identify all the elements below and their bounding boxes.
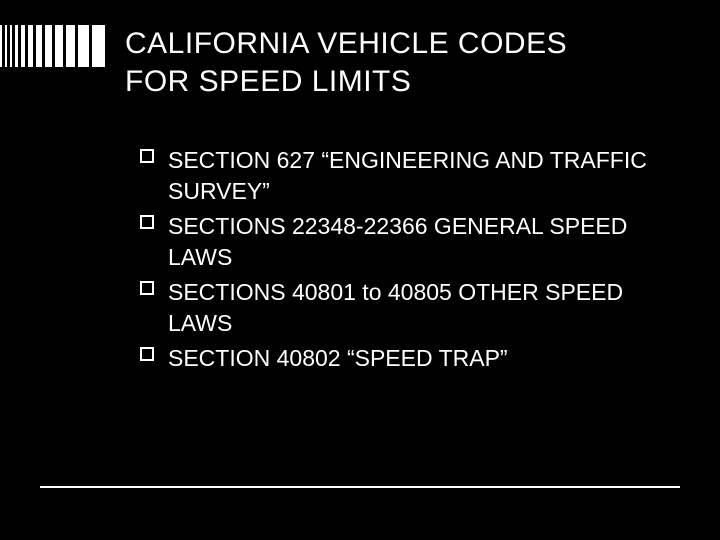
decoration-bar [45,25,52,67]
bullet-text: SECTIONS 40801 to 40805 OTHER SPEED LAWS [168,279,623,336]
bullet-text: SECTION 40802 “SPEED TRAP” [168,345,508,371]
list-item: SECTION 40802 “SPEED TRAP” [140,343,660,374]
bottom-underline [40,486,680,488]
decoration-bar [78,25,89,67]
title-block: CALIFORNIA VEHICLE CODES FOR SPEED LIMIT… [125,25,680,100]
decoration-bar [15,25,18,67]
decoration-bar [66,25,75,67]
slide-container: CALIFORNIA VEHICLE CODES FOR SPEED LIMIT… [0,0,720,540]
list-item: SECTION 627 “ENGINEERING AND TRAFFIC SUR… [140,145,660,207]
square-bullet-icon [140,149,154,163]
decoration-bar [36,25,42,67]
square-bullet-icon [140,347,154,361]
content-block: SECTION 627 “ENGINEERING AND TRAFFIC SUR… [140,145,660,378]
bullet-text: SECTION 627 “ENGINEERING AND TRAFFIC SUR… [168,147,647,204]
decoration-bar [28,25,33,67]
decoration-bar [92,25,105,67]
title-line-1: CALIFORNIA VEHICLE CODES [125,27,567,60]
slide-title: CALIFORNIA VEHICLE CODES FOR SPEED LIMIT… [125,25,680,100]
decoration-bar [10,25,12,67]
decoration-bar [55,25,63,67]
square-bullet-icon [140,281,154,295]
decoration-bar [5,25,7,67]
list-item: SECTIONS 22348-22366 GENERAL SPEED LAWS [140,211,660,273]
decoration-bars [0,25,105,67]
list-item: SECTIONS 40801 to 40805 OTHER SPEED LAWS [140,277,660,339]
decoration-bar [0,25,2,67]
bullet-list: SECTION 627 “ENGINEERING AND TRAFFIC SUR… [140,145,660,374]
decoration-bar [21,25,25,67]
bullet-text: SECTIONS 22348-22366 GENERAL SPEED LAWS [168,213,627,270]
square-bullet-icon [140,215,154,229]
title-line-2: FOR SPEED LIMITS [125,65,411,98]
